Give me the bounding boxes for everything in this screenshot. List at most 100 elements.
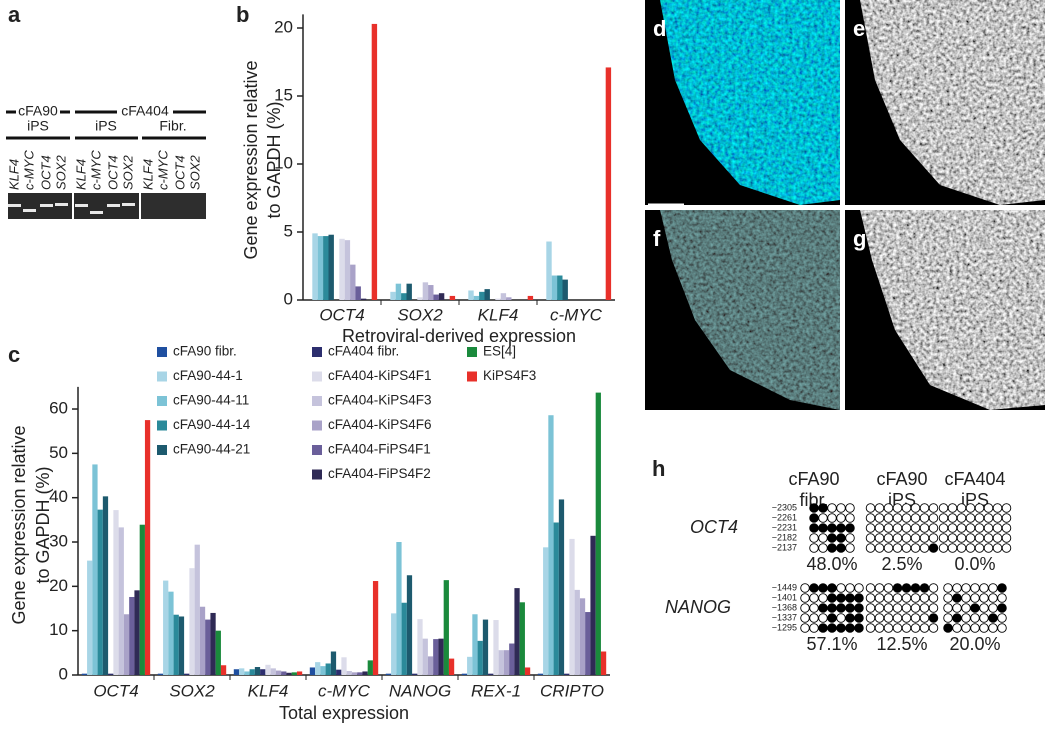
lane-label: SOX2 [53, 155, 68, 190]
gel-band [40, 204, 53, 207]
cpg-site [938, 543, 949, 553]
gel-band [23, 209, 36, 212]
bar [448, 658, 455, 675]
cpg-site [901, 513, 912, 523]
bar [509, 643, 515, 675]
legend-label: cFA90-44-11 [173, 393, 249, 408]
cpg-site [988, 603, 998, 613]
cpg-site [983, 533, 994, 543]
bar [443, 580, 449, 675]
bar [396, 542, 402, 675]
bar [449, 295, 456, 300]
cpg-site [952, 603, 962, 613]
bar [433, 294, 439, 300]
cpg-site [901, 523, 912, 533]
cpg-site [809, 513, 819, 523]
cpg-site [818, 523, 828, 533]
percent-label: 57.1% [806, 634, 857, 654]
bar [498, 650, 504, 675]
cpg-site [818, 593, 828, 603]
bar [341, 657, 347, 675]
lane-label: c-MYC [21, 150, 36, 190]
cpg-site [827, 603, 837, 613]
bar [113, 510, 119, 675]
legend-label: cFA404-KiPS4F3 [328, 393, 432, 408]
bar [473, 295, 480, 300]
legend-label: ES[4] [483, 344, 516, 359]
cpg-site [919, 523, 930, 533]
cpg-site [836, 503, 846, 513]
bar [362, 671, 368, 675]
cpg-site [809, 613, 819, 623]
bar [367, 660, 373, 675]
cpg-site [988, 593, 998, 603]
cpg-site [910, 603, 921, 613]
lane-label: OCT4 [38, 155, 53, 190]
cpg-site [928, 543, 939, 553]
cpg-site [919, 583, 930, 593]
cpg-site [970, 603, 980, 613]
cpg-site [865, 513, 876, 523]
cpg-site [901, 613, 912, 623]
cpg-site [836, 543, 846, 553]
cpg-site [938, 523, 949, 533]
legend-label: cFA90-44-21 [173, 442, 250, 457]
cpg-site [827, 623, 837, 633]
cpg-site [883, 583, 894, 593]
legend-swatch [157, 396, 167, 406]
cpg-site [818, 533, 828, 543]
gene-label: OCT4 [690, 517, 738, 537]
bar [144, 420, 151, 675]
cpg-site [827, 533, 837, 543]
position-label: −1295 [772, 622, 797, 632]
bar [401, 293, 407, 300]
cpg-site [901, 533, 912, 543]
cpg-site [919, 503, 930, 513]
bar [325, 663, 331, 675]
column-header: cFA404 [944, 469, 1005, 489]
cpg-site [952, 583, 962, 593]
cpg-site [997, 593, 1007, 603]
group-label: cFA90 [18, 103, 58, 119]
bar [548, 415, 554, 675]
legend-swatch [467, 371, 477, 382]
gel-band [8, 204, 21, 207]
cpg-site [943, 593, 953, 603]
bar [184, 673, 190, 675]
cpg-site [938, 533, 949, 543]
bar [479, 291, 485, 300]
cpg-site [809, 523, 819, 533]
bar [428, 285, 434, 300]
cpg-site [965, 503, 976, 513]
cpg-site [874, 513, 885, 523]
legend-swatch [312, 347, 322, 357]
bar [178, 616, 185, 675]
cpg-site [874, 603, 885, 613]
lane-label: c-MYC [88, 150, 103, 190]
cpg-site [983, 503, 994, 513]
cpg-site [854, 613, 864, 623]
cpg-site [928, 603, 939, 613]
cpg-site [845, 523, 855, 533]
bar [275, 670, 282, 675]
lane-label: KLF4 [73, 159, 88, 190]
position-label: −2305 [772, 502, 797, 512]
cpg-site [845, 623, 855, 633]
cpg-site [928, 583, 939, 593]
cpg-site [854, 583, 864, 593]
cpg-site [928, 523, 939, 533]
bar [495, 298, 501, 300]
cpg-site [910, 513, 921, 523]
x-tick-label: c-MYC [550, 305, 603, 324]
panel-label: f [653, 226, 661, 251]
cpg-site [874, 583, 885, 593]
bar [350, 264, 356, 300]
y-axis-label: Gene expression relative [9, 425, 29, 624]
bar [118, 527, 124, 675]
bar [134, 590, 140, 675]
bar [506, 297, 512, 300]
cpg-site [901, 543, 912, 553]
cpg-site [961, 623, 971, 633]
bar [344, 240, 351, 300]
legend-swatch [312, 469, 322, 480]
